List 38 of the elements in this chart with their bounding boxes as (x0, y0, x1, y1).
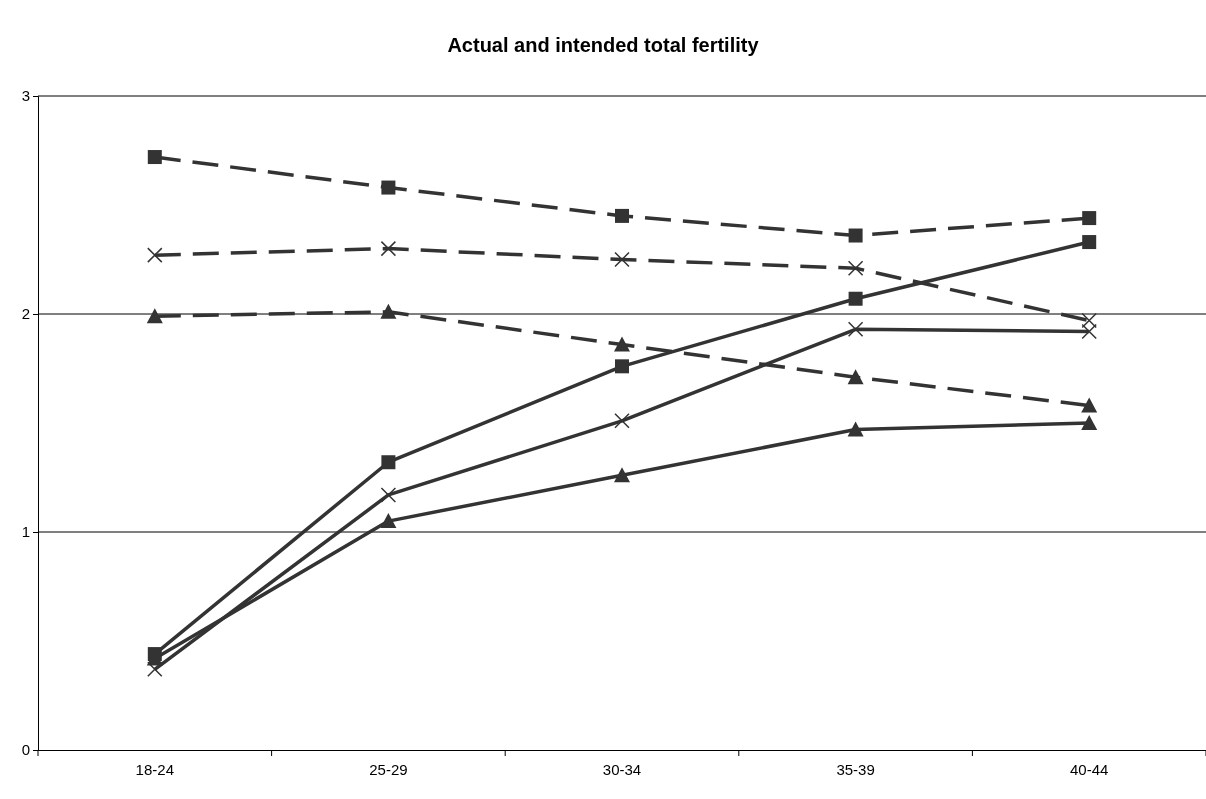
point (614, 336, 630, 352)
point (1081, 397, 1098, 413)
point (1082, 235, 1097, 250)
point (847, 421, 864, 437)
point (848, 291, 863, 306)
y-tick-label: 0 (21, 741, 30, 759)
y-tick-label: 3 (21, 87, 30, 105)
point (615, 208, 629, 223)
y-tick-label: 2 (21, 305, 30, 323)
y-tick-label: 1 (21, 523, 30, 541)
point (380, 240, 397, 257)
point (614, 413, 630, 429)
point (847, 369, 864, 385)
point (381, 455, 396, 470)
point (1081, 323, 1097, 340)
point (1081, 312, 1097, 329)
x-tick-label: 18-24 (135, 760, 174, 778)
point (380, 487, 397, 503)
point (380, 303, 397, 319)
x-tick-label: 30-34 (602, 760, 642, 778)
point (380, 513, 397, 529)
point (147, 150, 162, 165)
point (1081, 415, 1098, 430)
point (848, 228, 863, 243)
point (147, 247, 163, 263)
point (147, 661, 163, 678)
x-tick-label: 35-39 (836, 760, 875, 778)
point (1082, 211, 1097, 226)
x-tick-label: 25-29 (369, 760, 408, 778)
point (847, 321, 864, 338)
point (615, 359, 629, 374)
chart-title: Actual and intended total fertility (447, 34, 760, 56)
point (614, 467, 630, 483)
point (847, 260, 864, 276)
x-tick-label: 40-44 (1070, 760, 1109, 778)
point (146, 308, 163, 324)
point (381, 180, 396, 195)
point (614, 251, 630, 268)
